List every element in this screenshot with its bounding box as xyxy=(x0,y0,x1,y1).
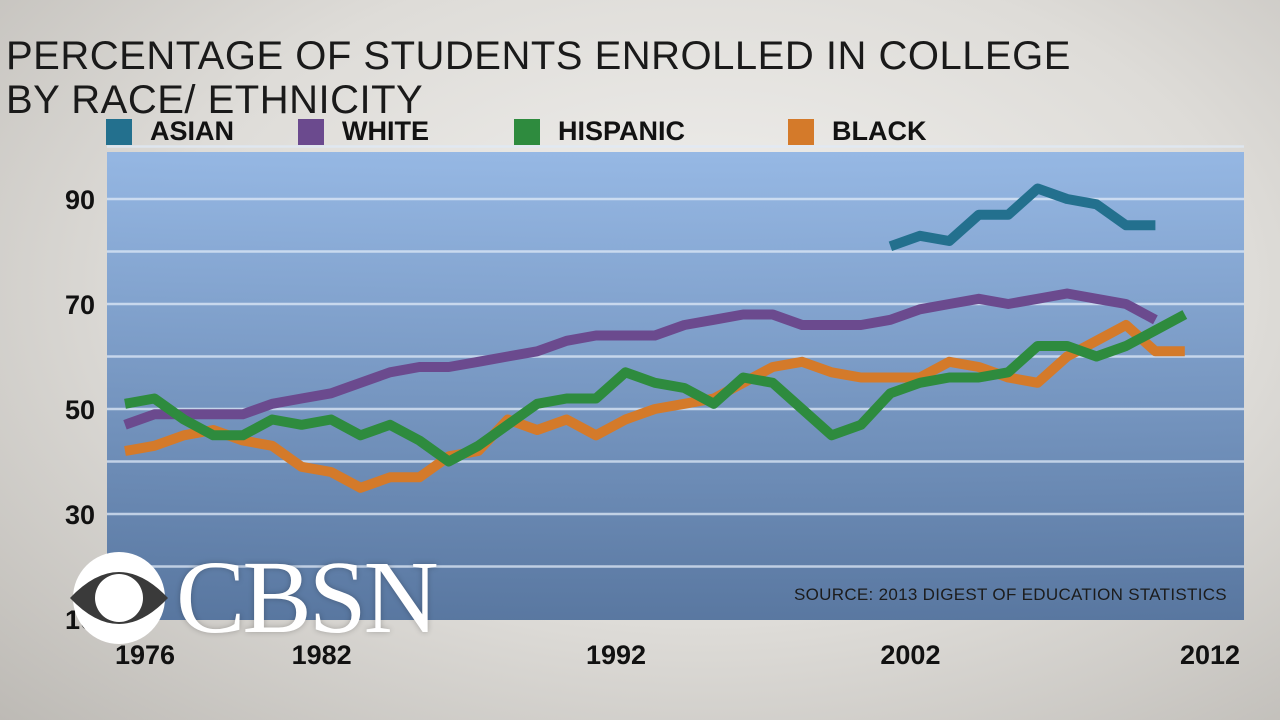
legend: ASIAN WHITE HISPANIC BLACK xyxy=(0,116,1280,150)
title-line-2: BY RACE/ ETHNICITY xyxy=(6,78,424,122)
legend-item-black: BLACK xyxy=(788,116,927,147)
legend-swatch-white xyxy=(298,118,324,145)
legend-swatch-asian xyxy=(106,118,132,145)
legend-label-hispanic: HISPANIC xyxy=(558,116,686,146)
y-tick-label: 70 xyxy=(65,290,95,320)
series-line-black xyxy=(124,320,1185,493)
series-lines xyxy=(123,183,1188,493)
x-tick-label: 1982 xyxy=(292,640,352,670)
legend-swatch-black xyxy=(788,118,814,145)
legend-label-white: WHITE xyxy=(342,116,429,146)
legend-item-white: WHITE xyxy=(298,116,429,147)
x-tick-label: 2012 xyxy=(1180,640,1240,670)
legend-swatch-hispanic xyxy=(514,118,540,145)
legend-label-asian: ASIAN xyxy=(150,116,235,146)
x-tick-label: 2002 xyxy=(880,640,940,670)
series-line-hispanic xyxy=(124,310,1188,467)
series-line-asian xyxy=(888,183,1156,252)
y-tick-label: 90 xyxy=(65,185,95,215)
logo-text: CBSN xyxy=(176,540,439,655)
y-tick-label: 30 xyxy=(65,500,95,530)
cbs-eye-icon xyxy=(70,552,168,644)
legend-item-hispanic: HISPANIC xyxy=(514,116,685,147)
legend-label-black: BLACK xyxy=(832,116,927,146)
y-tick-label: 50 xyxy=(65,395,95,425)
cbsn-logo: CBSN xyxy=(64,540,439,655)
title-line-1: PERCENTAGE OF STUDENTS ENROLLED IN COLLE… xyxy=(6,34,1071,78)
source-note: SOURCE: 2013 DIGEST OF EDUCATION STATIST… xyxy=(794,585,1227,604)
series-line-white xyxy=(123,288,1158,430)
legend-item-asian: ASIAN xyxy=(106,116,234,147)
chart-title: PERCENTAGE OF STUDENTS ENROLLED IN COLLE… xyxy=(6,34,1071,122)
x-axis-ticks: 1976 1982 1992 2002 2012 xyxy=(115,640,1240,670)
x-tick-label: 1992 xyxy=(586,640,646,670)
x-tick-label: 1976 xyxy=(115,640,175,670)
